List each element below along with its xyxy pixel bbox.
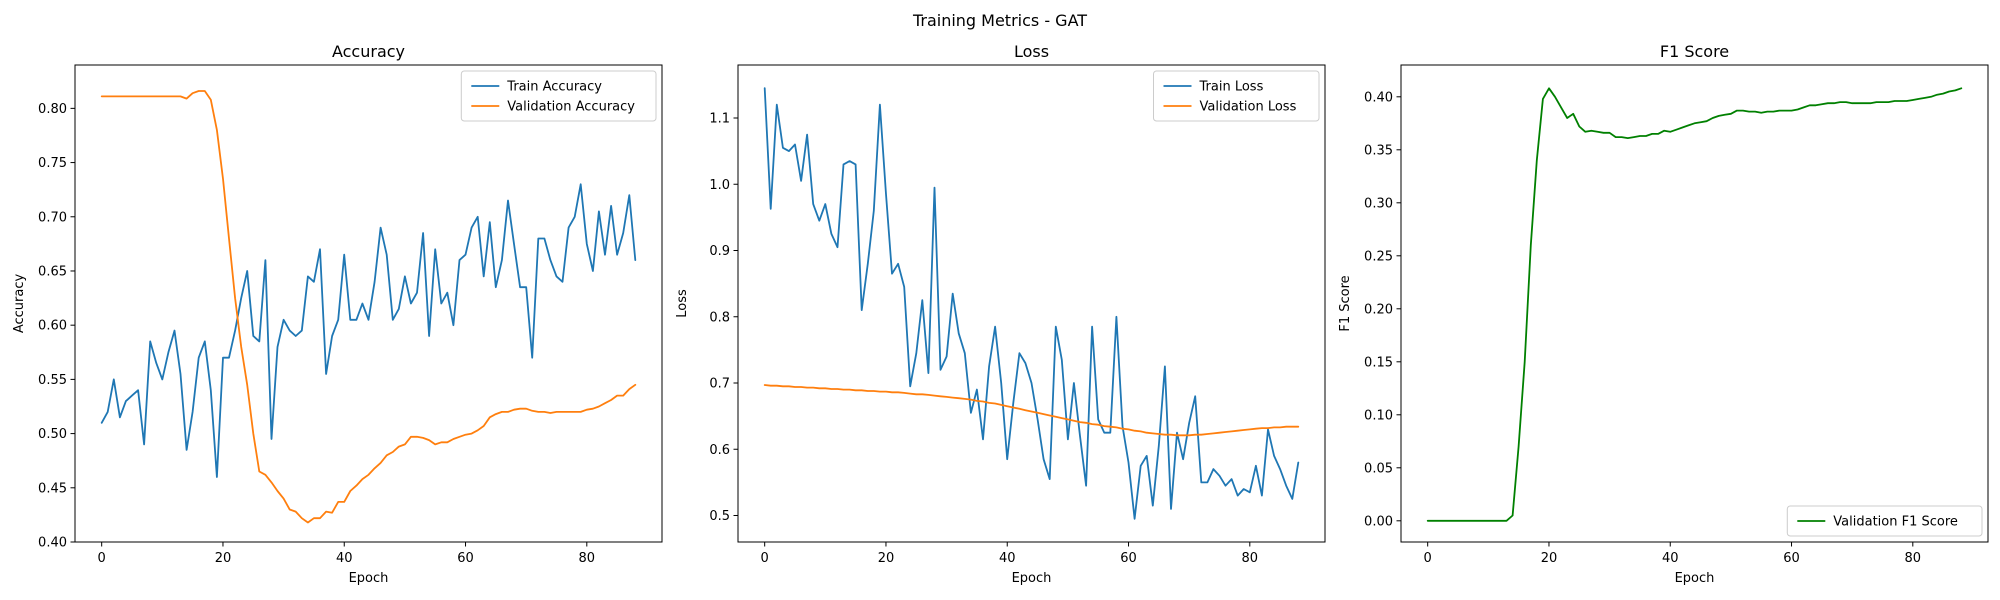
x-axis-label: Epoch [1675,571,1715,586]
x-tick-label: 0 [761,551,769,566]
axes-frame [74,64,663,543]
legend-box [1153,70,1320,122]
y-axis-label: Loss [675,289,690,318]
y-tick-label: 0.6 [709,443,730,458]
x-tick-label: 40 [1662,551,1679,566]
x-tick-label: 60 [457,551,474,566]
x-tick-label: 80 [1242,551,1259,566]
y-axis-label: Accuracy [12,274,27,334]
subplot-title: Loss [1014,42,1049,61]
y-tick-label: 0.5 [709,509,730,524]
axes-frame [1400,64,1989,543]
y-tick-label: 0.70 [38,210,67,225]
x-tick-label: 60 [1783,551,1800,566]
y-tick-label: 0.40 [38,536,67,551]
x-tick-label: 40 [336,551,353,566]
axes-frame [737,64,1326,543]
y-tick-label: 0.75 [38,156,67,171]
x-tick-label: 20 [1541,551,1558,566]
legend-box [1786,505,1983,537]
figure-title: Training Metrics - GAT [912,11,1087,30]
x-tick-label: 40 [999,551,1016,566]
x-axis-label: Epoch [1012,571,1052,586]
legend: Validation F1 Score [1786,505,1983,537]
x-tick-label: 20 [215,551,232,566]
y-tick-label: 0.10 [1364,408,1393,423]
y-tick-label: 0.50 [38,427,67,442]
x-tick-label: 0 [1424,551,1432,566]
legend-label: Validation Accuracy [507,100,635,115]
legend-box [460,70,657,122]
series-line-train-accuracy [100,183,637,478]
x-tick-label: 20 [878,551,895,566]
series-line-validation-accuracy [100,90,637,524]
y-tick-label: 0.20 [1364,302,1393,317]
legend-label: Validation Loss [1200,100,1297,115]
legend: Train Accuracy Validation Accuracy [460,70,657,122]
x-tick-label: 80 [1905,551,1922,566]
x-axis-label: Epoch [349,571,389,586]
y-tick-label: 0.60 [38,319,67,334]
y-tick-label: 0.65 [38,264,67,279]
y-tick-label: 0.7 [709,377,730,392]
legend-label: Train Loss [1199,80,1264,95]
y-tick-label: 1.1 [709,112,730,127]
x-tick-label: 0 [98,551,106,566]
y-tick-label: 0.45 [38,481,67,496]
y-tick-label: 0.9 [709,244,730,259]
y-tick-label: 0.00 [1364,514,1393,529]
series-line-train-loss [763,87,1300,520]
y-tick-label: 0.40 [1364,90,1393,105]
series-line-validation-f1-score [1426,87,1963,522]
legend-label: Train Accuracy [506,80,602,95]
y-tick-label: 0.25 [1364,249,1393,264]
y-tick-label: 1.0 [709,178,730,193]
y-tick-label: 0.8 [709,310,730,325]
y-tick-label: 0.05 [1364,461,1393,476]
legend-label: Validation F1 Score [1833,515,1958,530]
x-tick-label: 80 [579,551,596,566]
x-tick-label: 60 [1120,551,1137,566]
subplot-title: F1 Score [1660,42,1729,61]
y-axis-label: F1 Score [1338,275,1353,331]
subplot-2: Loss 0 20 40 60 80 0.5 0.6 0.7 0.8 0.9 1.0 1.1 Epoch L… [675,42,1326,586]
y-tick-label: 0.35 [1364,143,1393,158]
y-tick-label: 0.80 [38,102,67,117]
y-tick-label: 0.15 [1364,355,1393,370]
subplot-title: Accuracy [332,42,405,61]
y-tick-label: 0.55 [38,373,67,388]
series-line-validation-loss [763,384,1300,437]
y-tick-label: 0.30 [1364,196,1393,211]
subplot-3: F1 Score 0 20 40 60 80 0.00 0.05 0.10 0.15 0.20 0.2… [1338,42,1989,586]
legend: Train Loss Validation Loss [1153,70,1320,122]
subplot-1: Accuracy 0 20 40 60 80 0.40 0.45 0.50 0.55 0.60 0.6… [12,42,663,586]
